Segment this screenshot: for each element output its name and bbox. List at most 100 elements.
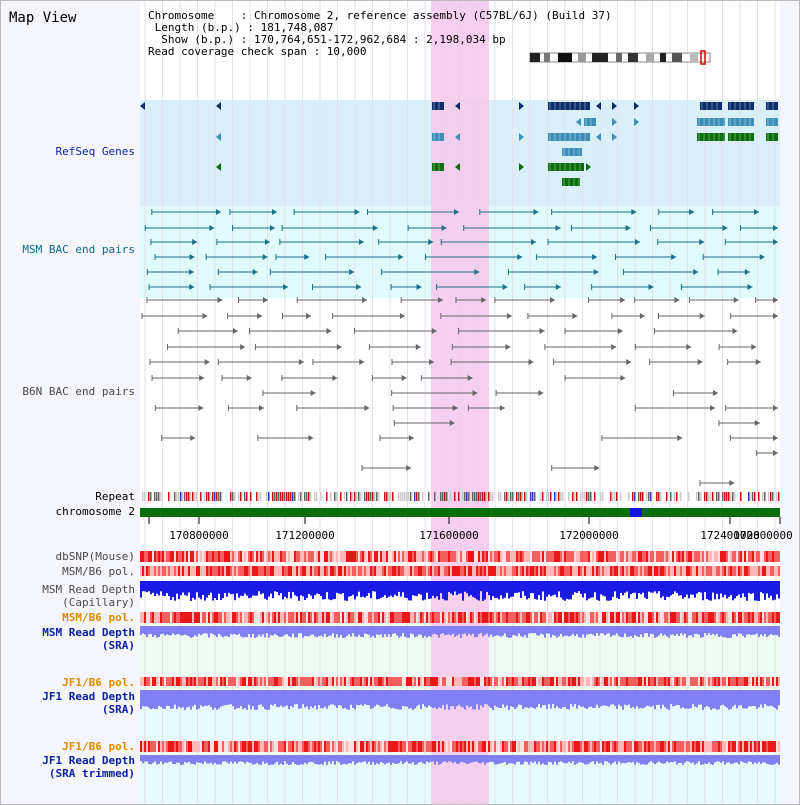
read-depth-bar <box>318 626 320 637</box>
track-label-b6n-bac[interactable]: B6N BAC end pairs <box>22 385 135 398</box>
polymorphism-heat <box>656 741 658 752</box>
polymorphism-heat <box>762 677 764 686</box>
read-depth-bar <box>498 581 500 600</box>
track-label-msm-bac[interactable]: MSM BAC end pairs <box>22 243 135 256</box>
polymorphism-heat <box>572 566 574 576</box>
read-depth-bar <box>650 626 652 634</box>
gene-model <box>728 133 754 141</box>
polymorphism-heat <box>246 566 248 576</box>
polymorphism-heat <box>162 677 164 686</box>
polymorphism-heat <box>480 677 482 686</box>
track-label-msm-b6-pol[interactable]: MSM/B6 pol. <box>62 565 135 578</box>
read-depth-bar <box>536 690 538 708</box>
polymorphism-heat <box>218 677 220 686</box>
read-depth-bar <box>580 755 582 763</box>
track-label-dbsnp[interactable]: dbSNP(Mouse) <box>55 550 135 563</box>
repeat-mark <box>360 492 362 501</box>
track-label-jf1-b6-pol-2[interactable]: JF1/B6 pol. <box>62 740 135 753</box>
read-depth-bar <box>756 755 758 764</box>
track-label-msm-depth-capillary[interactable]: MSM Read Depth <box>42 583 135 596</box>
track-label-jf1-depth-trimmed[interactable]: JF1 Read Depth <box>42 754 135 767</box>
track-label-jf1-b6-pol[interactable]: JF1/B6 pol. <box>62 676 135 689</box>
read-depth-bar <box>316 690 318 710</box>
polymorphism-heat <box>152 741 154 752</box>
read-depth-bar <box>336 581 338 593</box>
polymorphism-heat <box>166 612 168 623</box>
polymorphism-heat <box>700 741 702 752</box>
track-label-repeat[interactable]: Repeat <box>95 490 135 503</box>
polymorphism-heat <box>326 612 328 623</box>
polymorphism-heat <box>154 551 156 562</box>
read-depth-bar <box>262 755 264 762</box>
polymorphism-heat <box>174 566 176 576</box>
read-depth-bar <box>646 755 648 765</box>
axis-tick-label: 172400000 <box>700 529 760 542</box>
track-label-refseq-genes[interactable]: RefSeq Genes <box>55 145 135 158</box>
read-depth-bar <box>142 755 144 764</box>
bac-end <box>617 328 623 334</box>
track-label-msm-depth-sra[interactable]: MSM Read Depth <box>42 626 135 639</box>
polymorphism-heat <box>550 566 552 576</box>
ideogram-band <box>592 53 608 62</box>
polymorphism-heat <box>554 566 556 576</box>
read-depth-bar <box>416 581 418 597</box>
polymorphism-heat <box>306 677 308 686</box>
polymorphism-heat <box>228 612 230 623</box>
polymorphism-heat <box>596 677 598 686</box>
polymorphism-heat <box>184 741 186 752</box>
polymorphism-heat <box>344 551 346 562</box>
repeat-mark <box>688 492 690 501</box>
bac-end <box>631 209 637 215</box>
read-depth-bar <box>556 581 558 598</box>
read-depth-bar <box>226 690 228 705</box>
repeat-mark <box>482 492 484 501</box>
read-depth-bar <box>608 581 610 601</box>
polymorphism-heat <box>688 677 690 686</box>
polymorphism-heat <box>410 612 412 623</box>
read-depth-bar <box>458 626 460 635</box>
gene-model <box>766 133 778 141</box>
polymorphism-heat <box>484 566 486 576</box>
repeat-mark <box>180 492 182 501</box>
read-depth-bar <box>350 581 352 597</box>
read-depth-bar <box>740 755 742 762</box>
read-depth-bar <box>218 755 220 765</box>
track-label-jf1-depth-sra[interactable]: JF1 Read Depth <box>42 690 135 703</box>
polymorphism-heat <box>630 566 632 576</box>
polymorphism-heat <box>666 741 668 752</box>
read-depth-bar <box>176 581 178 594</box>
polymorphism-heat <box>414 551 416 562</box>
polymorphism-heat <box>604 612 606 623</box>
bac-end <box>648 284 654 290</box>
polymorphism-heat <box>392 677 394 686</box>
read-depth-bar <box>718 690 720 710</box>
polymorphism-heat <box>752 612 754 623</box>
read-depth-bar <box>190 755 192 764</box>
polymorphism-heat <box>572 551 574 562</box>
read-depth-bar <box>170 581 172 601</box>
polymorphism-heat <box>576 741 578 752</box>
read-depth-bar <box>580 626 582 638</box>
polymorphism-heat <box>190 741 192 752</box>
read-depth-bar <box>516 755 518 762</box>
read-depth-bar <box>448 581 450 593</box>
read-depth-bar <box>630 626 632 636</box>
polymorphism-heat <box>636 612 638 623</box>
read-depth-bar <box>660 581 662 598</box>
repeat-mark <box>718 492 720 501</box>
track-label-chromosome[interactable]: chromosome 2 <box>55 505 135 518</box>
track-label-msm-b6-pol-2[interactable]: MSM/B6 pol. <box>62 611 135 624</box>
polymorphism-heat <box>500 741 502 752</box>
read-depth-bar <box>420 581 422 595</box>
polymorphism-heat <box>194 551 196 562</box>
polymorphism-heat <box>726 551 728 562</box>
polymorphism-heat <box>240 612 242 623</box>
polymorphism-heat <box>690 612 692 623</box>
polymorphism-heat <box>638 677 640 686</box>
polymorphism-heat <box>624 566 626 576</box>
polymorphism-heat <box>756 612 758 623</box>
polymorphism-heat <box>778 566 780 576</box>
polymorphism-heat <box>760 566 762 576</box>
polymorphism-heat <box>470 612 472 623</box>
